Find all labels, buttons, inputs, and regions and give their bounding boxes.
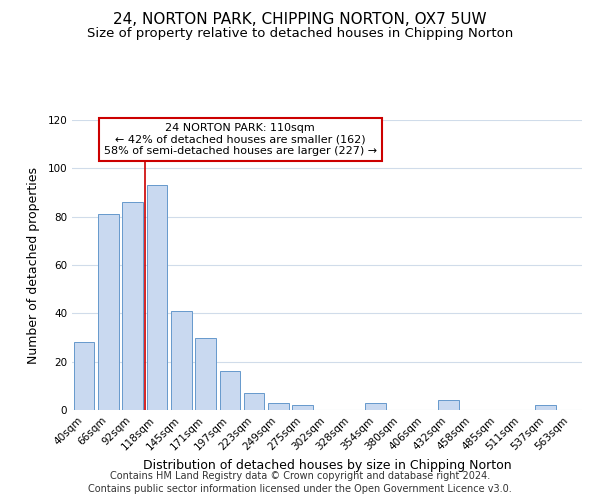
Text: Contains HM Land Registry data © Crown copyright and database right 2024.: Contains HM Land Registry data © Crown c… (110, 471, 490, 481)
Bar (292, 405, 313, 410)
Bar (195, 338, 216, 410)
Y-axis label: Number of detached properties: Number of detached properties (28, 166, 40, 364)
X-axis label: Distribution of detached houses by size in Chipping Norton: Distribution of detached houses by size … (143, 458, 511, 471)
Bar (171, 311, 191, 410)
Text: 24 NORTON PARK: 110sqm
← 42% of detached houses are smaller (162)
58% of semi-de: 24 NORTON PARK: 110sqm ← 42% of detached… (104, 123, 377, 156)
Bar (74, 342, 94, 410)
Bar (122, 202, 143, 410)
Text: Contains public sector information licensed under the Open Government Licence v3: Contains public sector information licen… (88, 484, 512, 494)
Bar (535, 405, 556, 410)
Bar (438, 400, 459, 410)
Bar (146, 185, 167, 410)
Bar (98, 214, 119, 410)
Bar (244, 393, 265, 410)
Bar (220, 372, 240, 410)
Text: Size of property relative to detached houses in Chipping Norton: Size of property relative to detached ho… (87, 28, 513, 40)
Bar (365, 403, 386, 410)
Text: 24, NORTON PARK, CHIPPING NORTON, OX7 5UW: 24, NORTON PARK, CHIPPING NORTON, OX7 5U… (113, 12, 487, 28)
Bar (268, 403, 289, 410)
